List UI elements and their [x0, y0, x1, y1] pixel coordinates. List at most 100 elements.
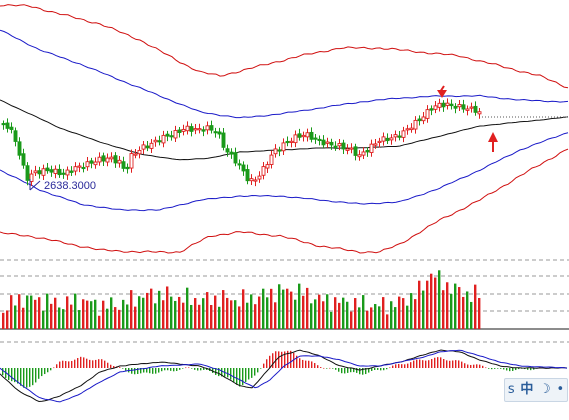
volume-bar: [154, 303, 157, 329]
candle-body: [381, 136, 386, 142]
volume-bar: [18, 294, 21, 329]
volume-bar: [162, 300, 165, 329]
volume-bar: [22, 307, 25, 329]
candle-body: [209, 125, 214, 131]
volume-bar: [46, 293, 49, 329]
macd-histogram-bar: [533, 368, 535, 370]
macd-histogram-bar: [251, 368, 253, 378]
candle-body: [189, 126, 194, 132]
volume-bar: [182, 302, 185, 329]
volume-bar: [350, 311, 353, 329]
candle-body: [317, 138, 322, 141]
candle-body: [365, 150, 370, 153]
candle-body: [269, 154, 274, 165]
candle-body: [205, 125, 210, 131]
ime-toolbar[interactable]: s 中 ☽ •: [504, 378, 568, 402]
volume-bar: [186, 287, 189, 329]
candle-body: [341, 142, 346, 150]
macd-histogram-bar: [119, 367, 121, 368]
volume-bar: [390, 301, 393, 329]
macd-histogram-bar: [260, 368, 262, 369]
volume-bar: [86, 300, 89, 329]
macd-histogram-bar: [296, 355, 298, 368]
volume-bar: [58, 307, 61, 329]
volume-bar: [454, 283, 457, 329]
volume-bar: [230, 300, 233, 329]
macd-histogram-bar: [311, 361, 313, 368]
volume-bar: [270, 288, 273, 329]
volume-bar: [50, 303, 53, 329]
macd-histogram-bar: [410, 362, 412, 368]
volume-bar: [302, 295, 305, 329]
candle-body: [37, 170, 42, 175]
macd-histogram-bar: [389, 367, 391, 369]
macd-histogram-bar: [458, 360, 460, 368]
upper-outer-band-line: [0, 4, 569, 89]
macd-histogram-bar: [32, 368, 34, 386]
volume-bar: [118, 309, 121, 329]
volume-bar: [170, 296, 173, 329]
macd-histogram-bar: [359, 368, 361, 375]
macd-histogram-bar: [500, 368, 502, 369]
candle-body: [237, 163, 242, 166]
macd-histogram-bar: [155, 368, 157, 374]
macd-histogram-bar: [509, 368, 511, 372]
macd-histogram-bar: [434, 357, 436, 368]
macd-histogram-bar: [344, 368, 346, 374]
volume-bar: [378, 306, 381, 329]
macd-histogram-bar: [47, 368, 49, 373]
candle-body: [105, 157, 110, 163]
volume-bar: [278, 284, 281, 329]
macd-histogram-bar: [347, 368, 349, 373]
volume-bar: [142, 297, 145, 329]
macd-histogram-bar: [377, 368, 379, 370]
candle-body: [477, 111, 482, 115]
candle-body: [93, 161, 98, 166]
macd-histogram-bar: [74, 359, 76, 368]
candle-body: [441, 102, 446, 108]
macd-histogram-bar: [92, 360, 94, 368]
macd-fast-line: [0, 349, 568, 403]
volume-bar: [222, 290, 225, 329]
macd-histogram-bar: [368, 368, 370, 373]
macd-histogram-bar: [428, 360, 430, 368]
macd-histogram-bar: [512, 368, 514, 371]
macd-histogram-bar: [395, 364, 397, 368]
ime-mode-indicator[interactable]: 中: [520, 382, 534, 397]
volume-bar: [358, 307, 361, 329]
candle-body: [385, 137, 390, 142]
moon-icon[interactable]: ☽: [539, 382, 551, 397]
macd-histogram-bar: [245, 368, 247, 382]
candle-body: [101, 155, 106, 162]
macd-histogram-bar: [485, 367, 487, 369]
macd-histogram-bar: [212, 368, 214, 373]
candle-body: [137, 149, 142, 155]
candle-body: [417, 118, 422, 122]
macd-histogram-bar: [173, 368, 175, 372]
macd-histogram-bar: [89, 359, 91, 368]
macd-histogram-bar: [314, 363, 316, 368]
macd-histogram-bar: [221, 368, 223, 377]
app-icon[interactable]: s: [507, 382, 515, 397]
volume-bar: [138, 296, 141, 329]
macd-histogram-bar: [284, 351, 286, 368]
candle-body: [457, 104, 462, 108]
macd-histogram-bar: [332, 368, 334, 369]
candle-body: [1, 123, 6, 126]
macd-histogram-bar: [164, 368, 166, 371]
macd-histogram-bar: [269, 355, 271, 368]
candle-body: [57, 168, 62, 176]
candle-body: [313, 137, 318, 140]
macd-histogram-bar: [401, 364, 403, 368]
macd-histogram-bar: [242, 368, 244, 385]
macd-histogram-bar: [341, 368, 343, 374]
dot-icon[interactable]: •: [556, 382, 565, 397]
macd-histogram-bar: [98, 359, 100, 368]
volume-bar: [70, 304, 73, 329]
volume-bar: [82, 299, 85, 329]
volume-bar: [326, 294, 329, 329]
volume-bar: [90, 301, 93, 329]
macd-histogram-bar: [443, 359, 445, 368]
macd-histogram-bar: [425, 360, 427, 368]
macd-histogram-bar: [50, 368, 52, 371]
